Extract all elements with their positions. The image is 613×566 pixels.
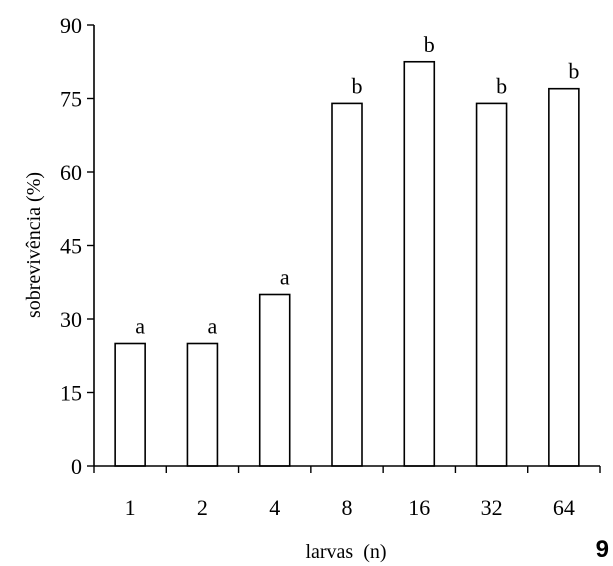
x-axis-title: larvas (n) (305, 541, 386, 563)
bar (186, 342, 219, 467)
bar-significance-label: a (135, 314, 145, 339)
y-tick-label: 45 (60, 234, 82, 259)
x-tick-label: 64 (553, 495, 575, 520)
bar-significance-label: a (280, 265, 290, 290)
bar (475, 102, 508, 467)
y-tick-label: 30 (60, 307, 82, 332)
bar (403, 60, 436, 467)
bar-significance-label: b (424, 32, 435, 57)
bars-group (114, 60, 580, 467)
y-axis-title: sobrevivência (%) (23, 172, 45, 318)
bar (114, 342, 146, 467)
axes-group (87, 24, 601, 473)
y-tick-label: 15 (60, 381, 82, 406)
bar-significance-label: b (568, 59, 579, 84)
labels-group: 0 15 30 45 60 75 90 1 a 2 a 4 a 8 b 16 b 32 b 64 b (60, 13, 579, 520)
x-tick-label: 1 (125, 495, 136, 520)
y-tick-label: 75 (60, 87, 82, 112)
bar-significance-label: b (352, 73, 363, 98)
x-tick-label: 32 (481, 495, 503, 520)
y-tick-label: 0 (71, 454, 82, 479)
bar-significance-label: a (208, 314, 218, 339)
x-tick-label: 4 (269, 495, 280, 520)
bar (331, 102, 363, 467)
x-tick-label: 2 (197, 495, 208, 520)
x-tick-label: 16 (408, 495, 430, 520)
page-number: 9 (595, 536, 609, 563)
x-tick-label: 8 (342, 495, 353, 520)
y-tick-label: 90 (60, 13, 82, 38)
y-tick-label: 60 (60, 160, 82, 185)
bar (548, 87, 580, 467)
bar (258, 293, 291, 467)
bar-significance-label: b (496, 73, 507, 98)
